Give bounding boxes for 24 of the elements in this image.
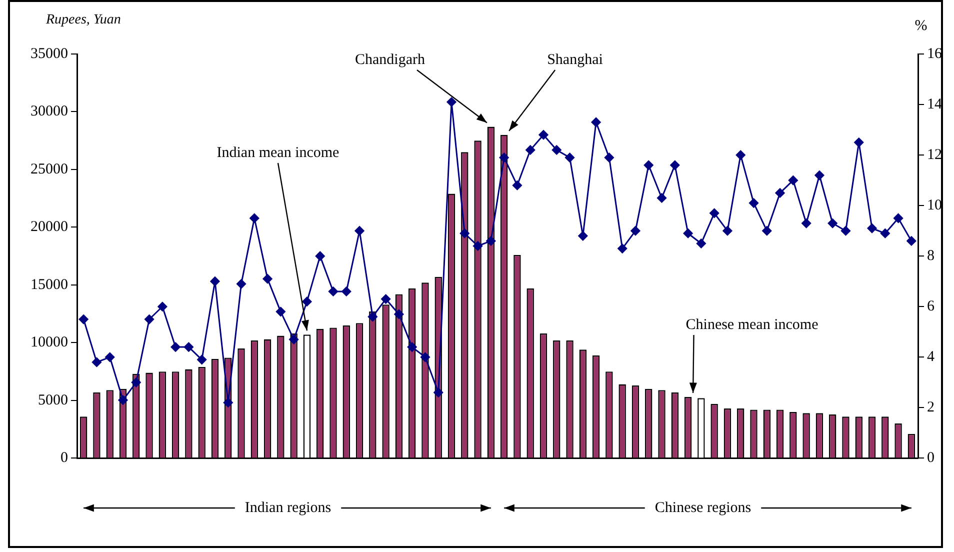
y2-tick-label: 12 bbox=[927, 146, 942, 163]
annotation: Indian mean income bbox=[216, 144, 340, 161]
y-tick-label: 25000 bbox=[30, 161, 68, 178]
y-tick-label: 0 bbox=[60, 450, 68, 466]
annotation: Chandigarh bbox=[355, 52, 426, 68]
y-tick-label: 20000 bbox=[30, 219, 68, 236]
y-tick-label: 5000 bbox=[38, 392, 68, 408]
y2-tick-label: 6 bbox=[927, 298, 935, 315]
y-tick-label: 30000 bbox=[30, 104, 68, 120]
text: Indian regions bbox=[244, 500, 332, 516]
annotation: Shanghai bbox=[547, 52, 603, 68]
y2-tick-label: 2 bbox=[927, 400, 934, 416]
y2-tick-label: 16 bbox=[927, 46, 942, 62]
y2-tick-label: 4 bbox=[927, 349, 935, 366]
text: Chinese regions bbox=[654, 500, 752, 516]
y-tick-label: 35000 bbox=[30, 46, 68, 62]
y2-axis-title: % bbox=[914, 18, 928, 34]
y2-tick-label: 0 bbox=[927, 450, 934, 466]
annotation: Chinese mean income bbox=[686, 316, 819, 333]
y2-tick-label: 14 bbox=[927, 96, 942, 112]
y-axis-title: Rupees, Yuan bbox=[45, 12, 121, 28]
y-tick-label: 10000 bbox=[30, 334, 68, 351]
y2-tick-label: 8 bbox=[927, 248, 934, 264]
y-tick-label: 15000 bbox=[30, 276, 68, 293]
